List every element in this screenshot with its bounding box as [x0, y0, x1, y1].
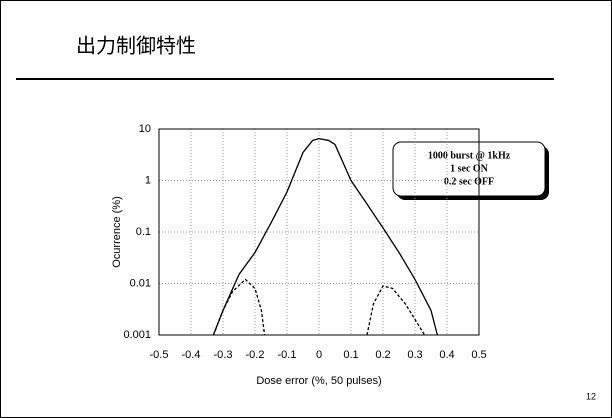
annotation: 0.2 sec OFF — [444, 176, 494, 187]
x-tick-label: 0.4 — [439, 349, 454, 361]
x-tick-label: 0.2 — [375, 349, 390, 361]
x-tick-label: -0.1 — [278, 349, 297, 361]
plot-frame — [158, 128, 480, 336]
x-tick-label: -0.3 — [214, 349, 233, 361]
x-tick-label: 0 — [316, 349, 322, 361]
x-tick-label: -0.5 — [150, 349, 169, 361]
page-number: 12 — [586, 391, 596, 401]
y-tick-label: 0.01 — [130, 277, 151, 289]
annotation: 1000 burst @ 1kHz — [428, 150, 511, 161]
y-tick-label: 10 — [139, 123, 151, 135]
slide-title: 出力制御特性 — [76, 34, 196, 58]
data-line — [212, 278, 426, 336]
x-tick-label: -0.2 — [246, 349, 265, 361]
data-line — [212, 137, 439, 336]
x-axis-label: Dose error (%, 50 pulses) — [256, 375, 381, 387]
y-tick-label: 0.1 — [136, 226, 151, 238]
y-axis-label: Ocurrence (%) — [111, 196, 123, 268]
annotation: 1 sec ON — [450, 163, 489, 174]
x-tick-label: 0.5 — [471, 349, 486, 361]
y-tick-label: 1 — [145, 174, 151, 186]
x-tick-label: 0.1 — [343, 349, 358, 361]
x-tick-label: 0.3 — [407, 349, 422, 361]
note-box — [392, 141, 546, 197]
y-tick-label: 0.001 — [123, 329, 151, 341]
x-tick-label: -0.4 — [182, 349, 201, 361]
